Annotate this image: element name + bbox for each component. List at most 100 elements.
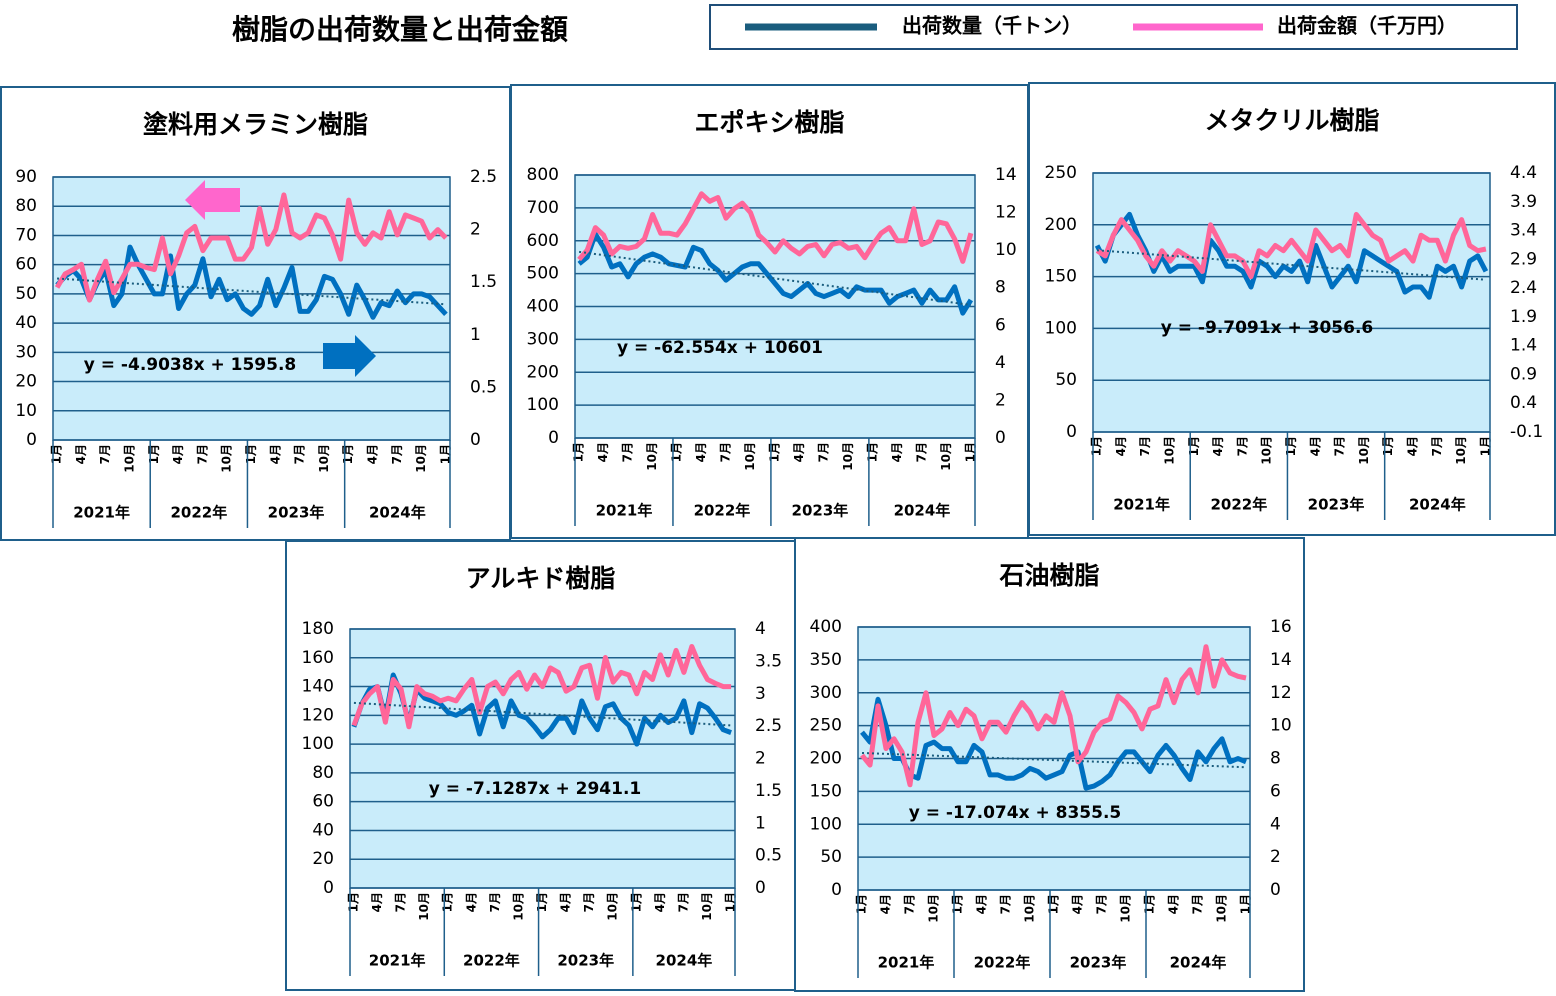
- year-label: 2022年: [463, 952, 520, 970]
- x-tick-label: 7月: [394, 892, 408, 912]
- year-label: 2023年: [1070, 954, 1127, 972]
- y-tick-label: 400: [810, 617, 842, 637]
- x-tick-label: 1月: [951, 894, 965, 914]
- x-tick-label: 10月: [700, 892, 714, 921]
- y-tick-label: 150: [1045, 267, 1077, 287]
- y-tick-label: 300: [527, 329, 559, 349]
- y-tick-label: 100: [302, 734, 334, 754]
- x-tick-label: 1月: [855, 894, 869, 914]
- year-label: 2021年: [369, 952, 426, 970]
- x-tick-label: 4月: [171, 444, 185, 464]
- axis-arrow-left: [185, 180, 240, 220]
- y-tick-label: 350: [810, 650, 842, 670]
- year-label: 2024年: [656, 952, 713, 970]
- y-tick-label: 20: [15, 372, 37, 392]
- y2-tick-label: 12: [995, 203, 1017, 223]
- x-tick-label: 7月: [914, 442, 928, 462]
- y2-tick-label: 3.4: [1510, 221, 1537, 241]
- trend-line: [861, 751, 1247, 769]
- trendline-label: y = -4.9038x + 1595.8: [84, 355, 296, 375]
- x-tick-label: 7月: [719, 442, 733, 462]
- legend-label: 出荷金額（千万円）: [1277, 14, 1457, 38]
- x-tick-label: 10月: [1454, 436, 1468, 465]
- y2-tick-label: 12: [1270, 683, 1292, 703]
- x-tick-label: 1月: [50, 444, 64, 464]
- x-tick-label: 1月: [147, 444, 161, 464]
- x-tick-label: 4月: [879, 894, 893, 914]
- y2-tick-label: 0: [755, 878, 766, 898]
- x-tick-label: 1月: [438, 444, 452, 464]
- y2-tick-label: 0.4: [1510, 393, 1537, 413]
- y2-tick-label: 14: [995, 165, 1017, 185]
- series-line: [351, 644, 732, 730]
- year-label: 2024年: [369, 504, 426, 522]
- y-tick-label: 40: [15, 313, 37, 333]
- x-tick-label: 7月: [676, 892, 690, 912]
- x-tick-label: 1月: [1284, 436, 1298, 456]
- x-tick-label: 7月: [999, 894, 1013, 914]
- y2-tick-label: 8: [995, 278, 1006, 298]
- x-tick-label: 7月: [903, 894, 917, 914]
- y2-tick-label: 1.9: [1510, 307, 1537, 327]
- x-tick-label: 4月: [975, 894, 989, 914]
- x-tick-label: 1月: [341, 444, 355, 464]
- year-label: 2021年: [596, 502, 653, 520]
- y2-tick-label: 2.5: [755, 716, 782, 736]
- y2-tick-label: 0.5: [755, 846, 782, 866]
- x-tick-label: 7月: [816, 442, 830, 462]
- x-tick-label: 10月: [122, 444, 136, 473]
- y-tick-label: 80: [15, 196, 37, 216]
- y-tick-label: 0: [1066, 422, 1077, 442]
- x-tick-label: 4月: [464, 892, 478, 912]
- y2-tick-label: 1: [755, 813, 766, 833]
- y2-tick-label: 1: [470, 325, 481, 345]
- series-line: [577, 191, 974, 264]
- y2-tick-label: 10: [995, 240, 1017, 260]
- x-tick-label: 4月: [74, 444, 88, 464]
- trendline-label: y = -17.074x + 8355.5: [909, 803, 1121, 823]
- y-tick-label: 250: [1045, 163, 1077, 183]
- x-tick-label: 7月: [1333, 436, 1347, 456]
- x-tick-label: 10月: [511, 892, 525, 921]
- x-tick-label: 10月: [1023, 894, 1037, 923]
- x-tick-label: 4月: [268, 444, 282, 464]
- x-tick-label: 10月: [1119, 894, 1133, 923]
- y-tick-label: 100: [527, 395, 559, 415]
- y-tick-label: 300: [810, 683, 842, 703]
- year-label: 2021年: [878, 954, 935, 972]
- y2-tick-label: 4.4: [1510, 163, 1537, 183]
- y-tick-label: 120: [302, 705, 334, 725]
- y-tick-label: 50: [15, 284, 37, 304]
- x-tick-label: 4月: [1211, 436, 1225, 456]
- y2-tick-label: 2.5: [470, 167, 497, 187]
- trendline-label: y = -7.1287x + 2941.1: [429, 779, 641, 799]
- y-tick-label: 0: [831, 880, 842, 900]
- year-label: 2023年: [1308, 496, 1365, 514]
- year-label: 2024年: [1170, 954, 1227, 972]
- x-tick-label: 4月: [1071, 894, 1085, 914]
- x-tick-label: 10月: [841, 442, 855, 471]
- x-tick-label: 10月: [1260, 436, 1274, 465]
- y-tick-label: 60: [312, 792, 334, 812]
- chart-title: アルキド樹脂: [466, 564, 616, 593]
- y-tick-label: 70: [15, 225, 37, 245]
- x-tick-label: 4月: [366, 444, 380, 464]
- y-tick-label: 150: [810, 781, 842, 801]
- year-label: 2024年: [1409, 496, 1466, 514]
- x-tick-label: 7月: [1235, 436, 1249, 456]
- y-tick-label: 60: [15, 255, 37, 275]
- x-tick-label: 10月: [1162, 436, 1176, 465]
- x-tick-label: 4月: [1114, 436, 1128, 456]
- y-tick-label: 100: [810, 814, 842, 834]
- x-tick-label: 1月: [1143, 894, 1157, 914]
- x-tick-label: 1月: [1478, 436, 1492, 456]
- y2-tick-label: 3.5: [755, 651, 782, 671]
- y-tick-label: 0: [548, 428, 559, 448]
- year-label: 2024年: [894, 502, 951, 520]
- y2-tick-label: 10: [1270, 716, 1292, 736]
- x-tick-label: 7月: [390, 444, 404, 464]
- x-tick-label: 4月: [559, 892, 573, 912]
- y2-tick-label: 6: [995, 315, 1006, 335]
- series-line: [860, 644, 1247, 788]
- year-label: 2022年: [1210, 496, 1267, 514]
